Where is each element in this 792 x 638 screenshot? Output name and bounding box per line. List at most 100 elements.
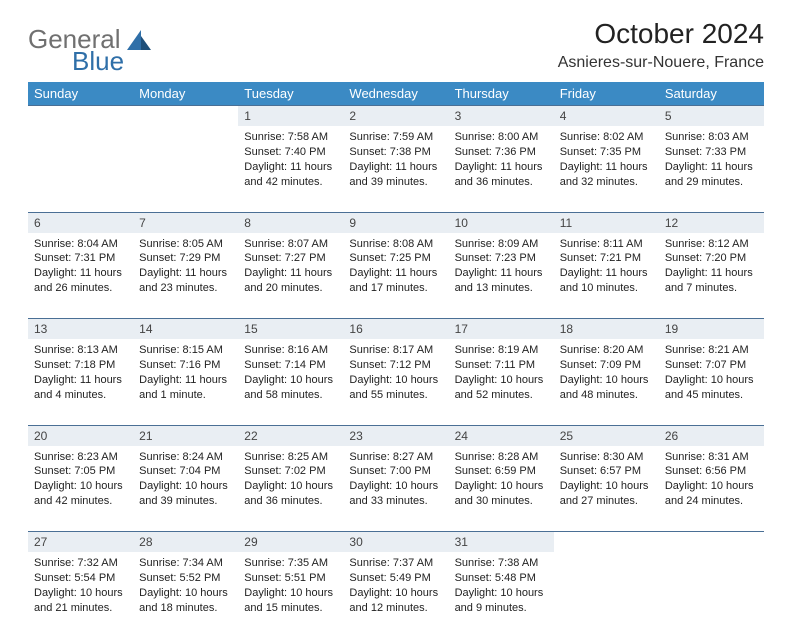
brand-logo: General Blue xyxy=(28,24,151,55)
sunrise-text: Sunrise: 8:20 AM xyxy=(560,343,653,358)
day-body-cell: Sunrise: 7:59 AMSunset: 7:38 PMDaylight:… xyxy=(343,126,448,212)
day-body-cell: Sunrise: 8:00 AMSunset: 7:36 PMDaylight:… xyxy=(449,126,554,212)
day-body-cell: Sunrise: 8:05 AMSunset: 7:29 PMDaylight:… xyxy=(133,233,238,319)
day-content: Sunrise: 8:05 AMSunset: 7:29 PMDaylight:… xyxy=(133,233,238,302)
day-number-cell: 20 xyxy=(28,425,133,446)
daylight-text: Daylight: 11 hours and 36 minutes. xyxy=(455,160,548,190)
day-body-cell: Sunrise: 8:12 AMSunset: 7:20 PMDaylight:… xyxy=(659,233,764,319)
daylight-text: Daylight: 10 hours and 24 minutes. xyxy=(665,479,758,509)
daylight-text: Daylight: 11 hours and 13 minutes. xyxy=(455,266,548,296)
day-content: Sunrise: 8:17 AMSunset: 7:12 PMDaylight:… xyxy=(343,339,448,408)
calendar-body: 12345Sunrise: 7:58 AMSunset: 7:40 PMDayl… xyxy=(28,106,764,638)
daylight-text: Daylight: 10 hours and 58 minutes. xyxy=(244,373,337,403)
sunset-text: Sunset: 7:00 PM xyxy=(349,464,442,479)
day-body-cell: Sunrise: 8:25 AMSunset: 7:02 PMDaylight:… xyxy=(238,446,343,532)
sunrise-text: Sunrise: 8:28 AM xyxy=(455,450,548,465)
day-body-cell: Sunrise: 8:11 AMSunset: 7:21 PMDaylight:… xyxy=(554,233,659,319)
day-content: Sunrise: 8:02 AMSunset: 7:35 PMDaylight:… xyxy=(554,126,659,195)
day-body-cell: Sunrise: 8:27 AMSunset: 7:00 PMDaylight:… xyxy=(343,446,448,532)
day-number-cell: 12 xyxy=(659,212,764,233)
daylight-text: Daylight: 11 hours and 17 minutes. xyxy=(349,266,442,296)
sunrise-text: Sunrise: 7:58 AM xyxy=(244,130,337,145)
day-number-cell: 6 xyxy=(28,212,133,233)
daylight-text: Daylight: 10 hours and 52 minutes. xyxy=(455,373,548,403)
day-content: Sunrise: 8:30 AMSunset: 6:57 PMDaylight:… xyxy=(554,446,659,515)
weekday-header: Thursday xyxy=(449,82,554,106)
daylight-text: Daylight: 10 hours and 12 minutes. xyxy=(349,586,442,616)
day-body-row: Sunrise: 8:23 AMSunset: 7:05 PMDaylight:… xyxy=(28,446,764,532)
weekday-header: Saturday xyxy=(659,82,764,106)
day-number-cell: 14 xyxy=(133,319,238,340)
day-content: Sunrise: 8:04 AMSunset: 7:31 PMDaylight:… xyxy=(28,233,133,302)
day-number-cell: 13 xyxy=(28,319,133,340)
sunset-text: Sunset: 7:14 PM xyxy=(244,358,337,373)
day-content: Sunrise: 8:20 AMSunset: 7:09 PMDaylight:… xyxy=(554,339,659,408)
daylight-text: Daylight: 10 hours and 36 minutes. xyxy=(244,479,337,509)
sunrise-text: Sunrise: 8:04 AM xyxy=(34,237,127,252)
daylight-text: Daylight: 10 hours and 15 minutes. xyxy=(244,586,337,616)
day-body-cell: Sunrise: 7:37 AMSunset: 5:49 PMDaylight:… xyxy=(343,552,448,638)
sunrise-text: Sunrise: 8:16 AM xyxy=(244,343,337,358)
sunset-text: Sunset: 6:59 PM xyxy=(455,464,548,479)
day-body-row: Sunrise: 7:32 AMSunset: 5:54 PMDaylight:… xyxy=(28,552,764,638)
sunset-text: Sunset: 7:31 PM xyxy=(34,251,127,266)
sunrise-text: Sunrise: 7:59 AM xyxy=(349,130,442,145)
day-number-cell: 25 xyxy=(554,425,659,446)
day-body-row: Sunrise: 8:13 AMSunset: 7:18 PMDaylight:… xyxy=(28,339,764,425)
day-number-cell: 31 xyxy=(449,532,554,553)
day-content: Sunrise: 8:15 AMSunset: 7:16 PMDaylight:… xyxy=(133,339,238,408)
day-body-cell: Sunrise: 7:38 AMSunset: 5:48 PMDaylight:… xyxy=(449,552,554,638)
sunset-text: Sunset: 7:23 PM xyxy=(455,251,548,266)
day-body-cell: Sunrise: 8:30 AMSunset: 6:57 PMDaylight:… xyxy=(554,446,659,532)
sunrise-text: Sunrise: 8:24 AM xyxy=(139,450,232,465)
day-number-cell: 17 xyxy=(449,319,554,340)
daylight-text: Daylight: 10 hours and 39 minutes. xyxy=(139,479,232,509)
daylight-text: Daylight: 10 hours and 18 minutes. xyxy=(139,586,232,616)
sunset-text: Sunset: 5:49 PM xyxy=(349,571,442,586)
daylight-text: Daylight: 10 hours and 9 minutes. xyxy=(455,586,548,616)
title-block: October 2024 Asnieres-sur-Nouere, France xyxy=(558,18,764,72)
sunset-text: Sunset: 7:33 PM xyxy=(665,145,758,160)
sunrise-text: Sunrise: 8:31 AM xyxy=(665,450,758,465)
day-body-cell: Sunrise: 7:35 AMSunset: 5:51 PMDaylight:… xyxy=(238,552,343,638)
day-number-cell: 30 xyxy=(343,532,448,553)
day-content: Sunrise: 8:00 AMSunset: 7:36 PMDaylight:… xyxy=(449,126,554,195)
day-content: Sunrise: 7:38 AMSunset: 5:48 PMDaylight:… xyxy=(449,552,554,621)
day-body-cell: Sunrise: 8:21 AMSunset: 7:07 PMDaylight:… xyxy=(659,339,764,425)
sunrise-text: Sunrise: 8:15 AM xyxy=(139,343,232,358)
sunrise-text: Sunrise: 7:34 AM xyxy=(139,556,232,571)
weekday-header-row: SundayMondayTuesdayWednesdayThursdayFrid… xyxy=(28,82,764,106)
day-content: Sunrise: 7:59 AMSunset: 7:38 PMDaylight:… xyxy=(343,126,448,195)
day-body-cell: Sunrise: 8:08 AMSunset: 7:25 PMDaylight:… xyxy=(343,233,448,319)
day-content: Sunrise: 8:08 AMSunset: 7:25 PMDaylight:… xyxy=(343,233,448,302)
day-content: Sunrise: 8:07 AMSunset: 7:27 PMDaylight:… xyxy=(238,233,343,302)
sunrise-text: Sunrise: 8:19 AM xyxy=(455,343,548,358)
daylight-text: Daylight: 11 hours and 29 minutes. xyxy=(665,160,758,190)
month-title: October 2024 xyxy=(558,18,764,50)
sunrise-text: Sunrise: 8:05 AM xyxy=(139,237,232,252)
day-content: Sunrise: 8:24 AMSunset: 7:04 PMDaylight:… xyxy=(133,446,238,515)
sunset-text: Sunset: 7:38 PM xyxy=(349,145,442,160)
day-number-cell: 26 xyxy=(659,425,764,446)
header: General Blue October 2024 Asnieres-sur-N… xyxy=(28,18,764,72)
weekday-header: Friday xyxy=(554,82,659,106)
sunset-text: Sunset: 5:51 PM xyxy=(244,571,337,586)
sunrise-text: Sunrise: 8:25 AM xyxy=(244,450,337,465)
day-number-cell: 27 xyxy=(28,532,133,553)
sunrise-text: Sunrise: 8:00 AM xyxy=(455,130,548,145)
day-number-row: 2728293031 xyxy=(28,532,764,553)
sunset-text: Sunset: 7:02 PM xyxy=(244,464,337,479)
sunrise-text: Sunrise: 7:32 AM xyxy=(34,556,127,571)
day-body-cell xyxy=(28,126,133,212)
day-content: Sunrise: 8:12 AMSunset: 7:20 PMDaylight:… xyxy=(659,233,764,302)
daylight-text: Daylight: 11 hours and 42 minutes. xyxy=(244,160,337,190)
day-content: Sunrise: 8:31 AMSunset: 6:56 PMDaylight:… xyxy=(659,446,764,515)
day-body-cell: Sunrise: 8:16 AMSunset: 7:14 PMDaylight:… xyxy=(238,339,343,425)
day-number-cell: 4 xyxy=(554,106,659,127)
day-content: Sunrise: 8:28 AMSunset: 6:59 PMDaylight:… xyxy=(449,446,554,515)
day-content: Sunrise: 7:35 AMSunset: 5:51 PMDaylight:… xyxy=(238,552,343,621)
day-content: Sunrise: 8:23 AMSunset: 7:05 PMDaylight:… xyxy=(28,446,133,515)
sunset-text: Sunset: 7:25 PM xyxy=(349,251,442,266)
day-body-cell xyxy=(554,552,659,638)
day-content: Sunrise: 7:32 AMSunset: 5:54 PMDaylight:… xyxy=(28,552,133,621)
